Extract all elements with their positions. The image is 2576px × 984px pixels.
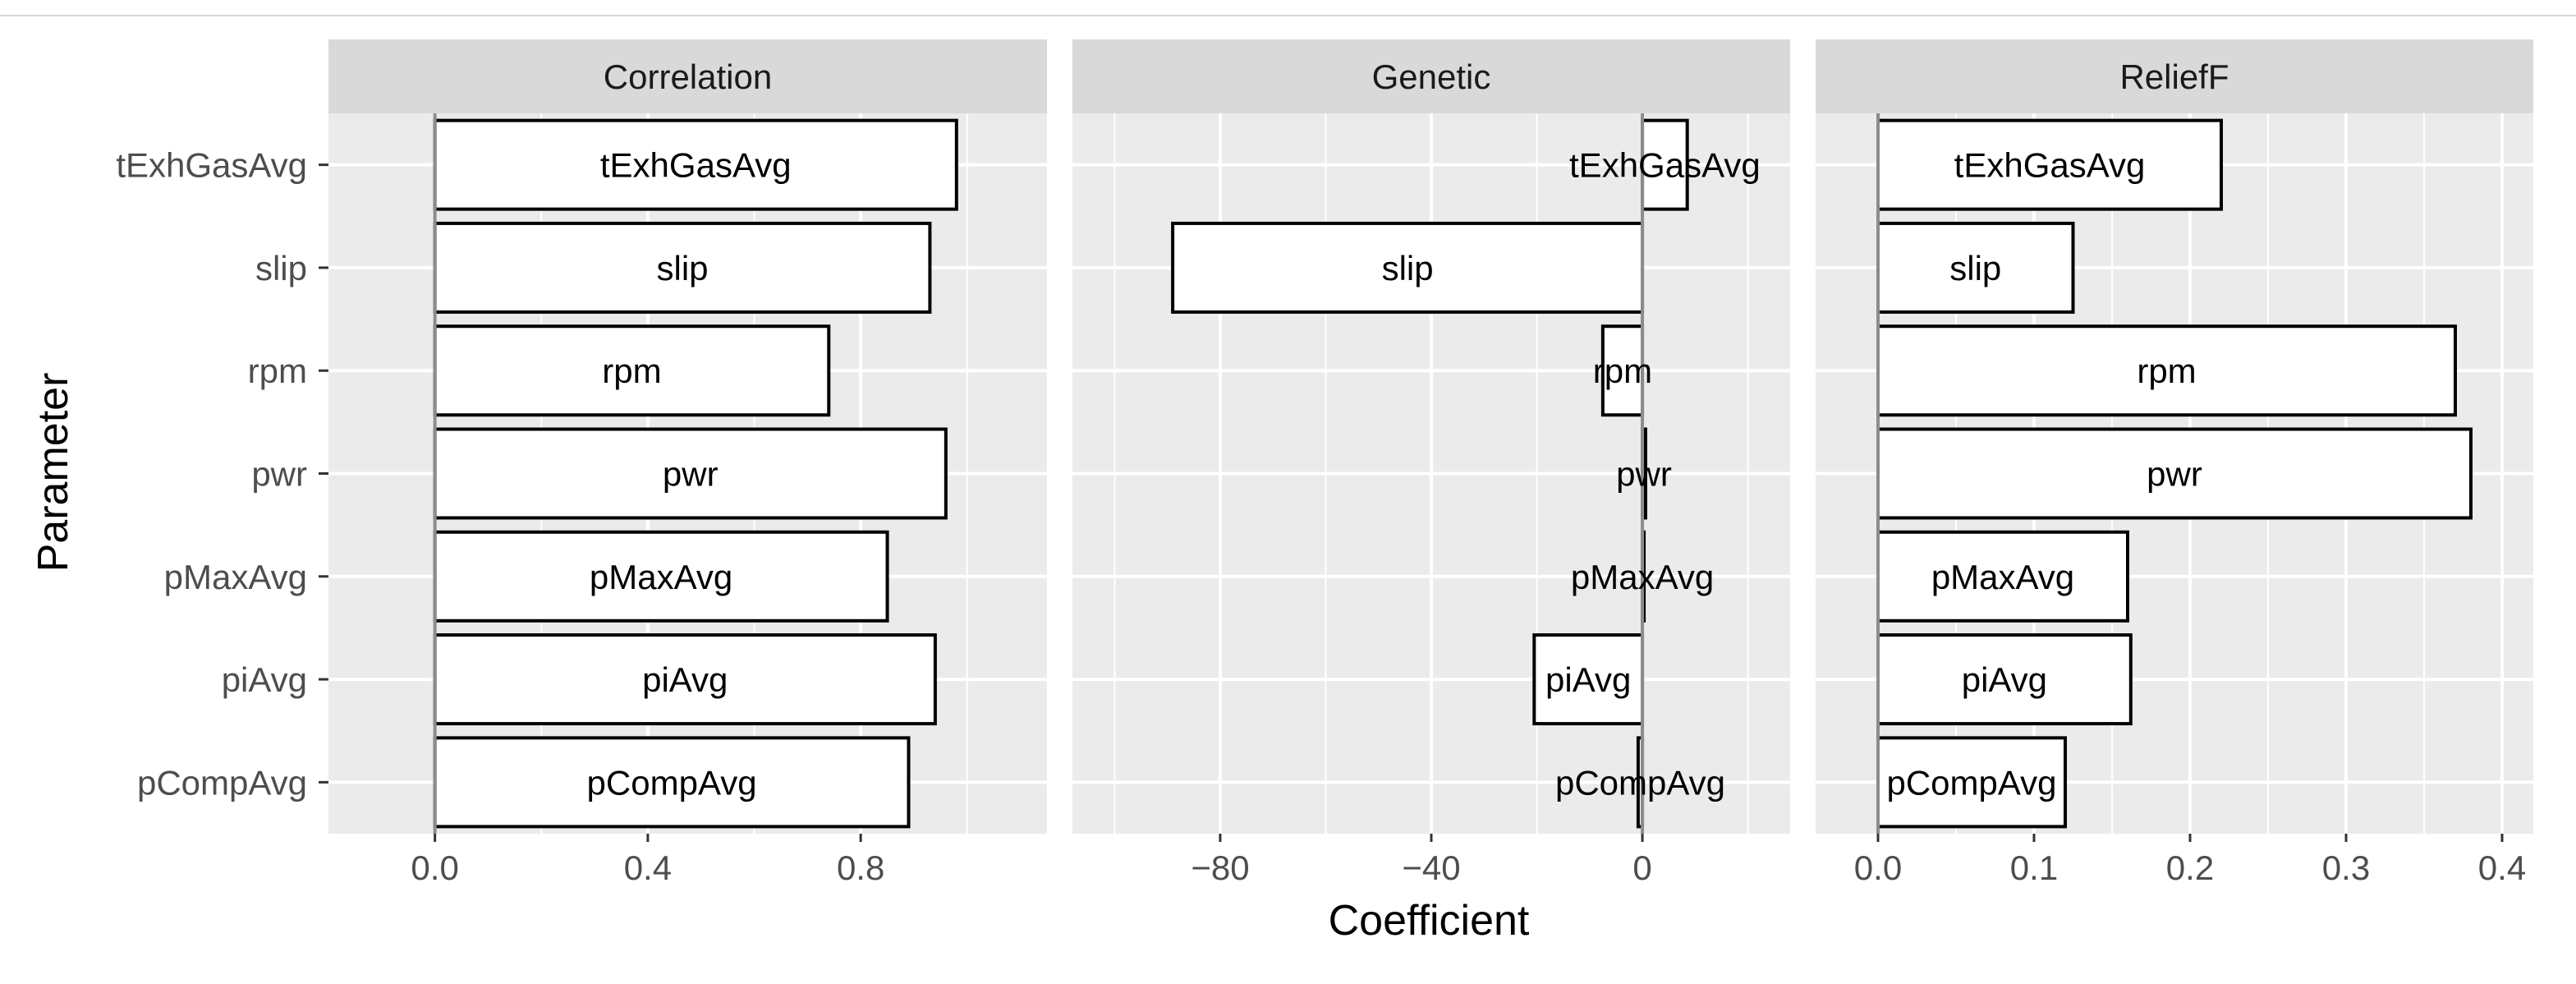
bar-label: slip bbox=[657, 249, 709, 287]
y-tick-label: piAvg bbox=[222, 660, 307, 699]
bar-slip bbox=[1876, 221, 2075, 314]
bar-label: tExhGasAvg bbox=[600, 146, 792, 185]
y-axis-title: Parameter bbox=[30, 373, 77, 572]
bar-label: pCompAvg bbox=[1886, 763, 2056, 802]
y-tick-label: pMaxAvg bbox=[164, 558, 307, 596]
x-tick-label: 0.0 bbox=[1854, 848, 1902, 887]
bar-tExhGasAvg bbox=[1641, 118, 1689, 211]
x-tick-label: 0.1 bbox=[2010, 848, 2058, 887]
bar-label: tExhGasAvg bbox=[1954, 146, 2146, 185]
y-tick-label: tExhGasAvg bbox=[116, 146, 307, 185]
y-tick-label: rpm bbox=[248, 352, 307, 390]
bar-piAvg bbox=[1532, 633, 1645, 726]
bar-label: piAvg bbox=[1545, 660, 1631, 699]
bar-pMaxAvg bbox=[433, 530, 889, 623]
bar-label: pwr bbox=[1616, 455, 1672, 494]
bar-label: rpm bbox=[602, 352, 661, 390]
bar-label: pMaxAvg bbox=[1931, 558, 2074, 596]
strip-background bbox=[1072, 39, 1790, 113]
x-tick-label: 0.4 bbox=[624, 848, 672, 887]
bar-rpm bbox=[1876, 324, 2457, 417]
bar-label: piAvg bbox=[642, 660, 728, 699]
x-tick-label: 0.3 bbox=[2322, 848, 2370, 887]
y-tick-label: pCompAvg bbox=[137, 763, 307, 802]
x-tick-label: 0.2 bbox=[2166, 848, 2214, 887]
bar-label: pMaxAvg bbox=[590, 558, 732, 596]
bar-pCompAvg bbox=[433, 736, 911, 829]
strip-label: ReliefF bbox=[2119, 57, 2229, 96]
strip-label: Genetic bbox=[1372, 57, 1491, 96]
x-tick-label: 0.8 bbox=[837, 848, 884, 887]
panels-group: tExhGasAvg slip rpm pwr pMaxAvg piAvg pCompAvg… bbox=[328, 39, 2533, 887]
x-tick-label: 0.4 bbox=[2478, 848, 2526, 887]
panel-relieff: tExhGasAvg slip rpm pwr pMaxAvg piAvg pCompAvg… bbox=[1816, 39, 2533, 887]
x-tick-label: 0 bbox=[1632, 848, 1651, 887]
bar-label: pwr bbox=[2147, 455, 2202, 494]
panel-genetic: tExhGasAvg slip rpm pwr pMaxAvg piAvg pCompAvg… bbox=[1072, 39, 1790, 887]
bar-slip bbox=[1171, 221, 1645, 314]
y-axis-ticks: tExhGasAvg slip rpm pwr pMaxAvg piAvg pCompAvg bbox=[116, 146, 328, 802]
bar-label: rpm bbox=[1593, 352, 1652, 390]
y-tick-label: pwr bbox=[251, 455, 307, 494]
x-axis-title: Coefficient bbox=[1329, 897, 1530, 945]
bar-tExhGasAvg bbox=[1876, 118, 2223, 211]
bar-label: rpm bbox=[2137, 352, 2196, 390]
bar-pCompAvg bbox=[1876, 736, 2067, 829]
bar-label: pCompAvg bbox=[587, 763, 757, 802]
bar-piAvg bbox=[1876, 633, 2133, 726]
strip-background bbox=[328, 39, 1047, 113]
bar-pwr bbox=[1876, 427, 2473, 520]
x-tick-label: 0.0 bbox=[411, 848, 458, 887]
x-tick-label: −40 bbox=[1402, 848, 1460, 887]
x-tick-label: −80 bbox=[1191, 848, 1249, 887]
bar-label: pwr bbox=[663, 455, 719, 494]
strip-background bbox=[1816, 39, 2533, 113]
y-tick-label: slip bbox=[255, 249, 307, 287]
bar-label: pMaxAvg bbox=[1571, 558, 1714, 596]
bar-slip bbox=[433, 221, 932, 314]
bar-label: pCompAvg bbox=[1555, 763, 1725, 802]
bar-label: slip bbox=[1949, 249, 2001, 287]
strip-label: Correlation bbox=[604, 57, 772, 96]
bar-label: tExhGasAvg bbox=[1569, 146, 1761, 185]
bar-rpm bbox=[433, 324, 831, 417]
bar-label: slip bbox=[1382, 249, 1434, 287]
panel-correlation: tExhGasAvg slip rpm pwr pMaxAvg piAvg pCompAvg… bbox=[328, 39, 1047, 887]
bar-label: piAvg bbox=[1962, 660, 2047, 699]
bar-pwr bbox=[433, 427, 948, 520]
